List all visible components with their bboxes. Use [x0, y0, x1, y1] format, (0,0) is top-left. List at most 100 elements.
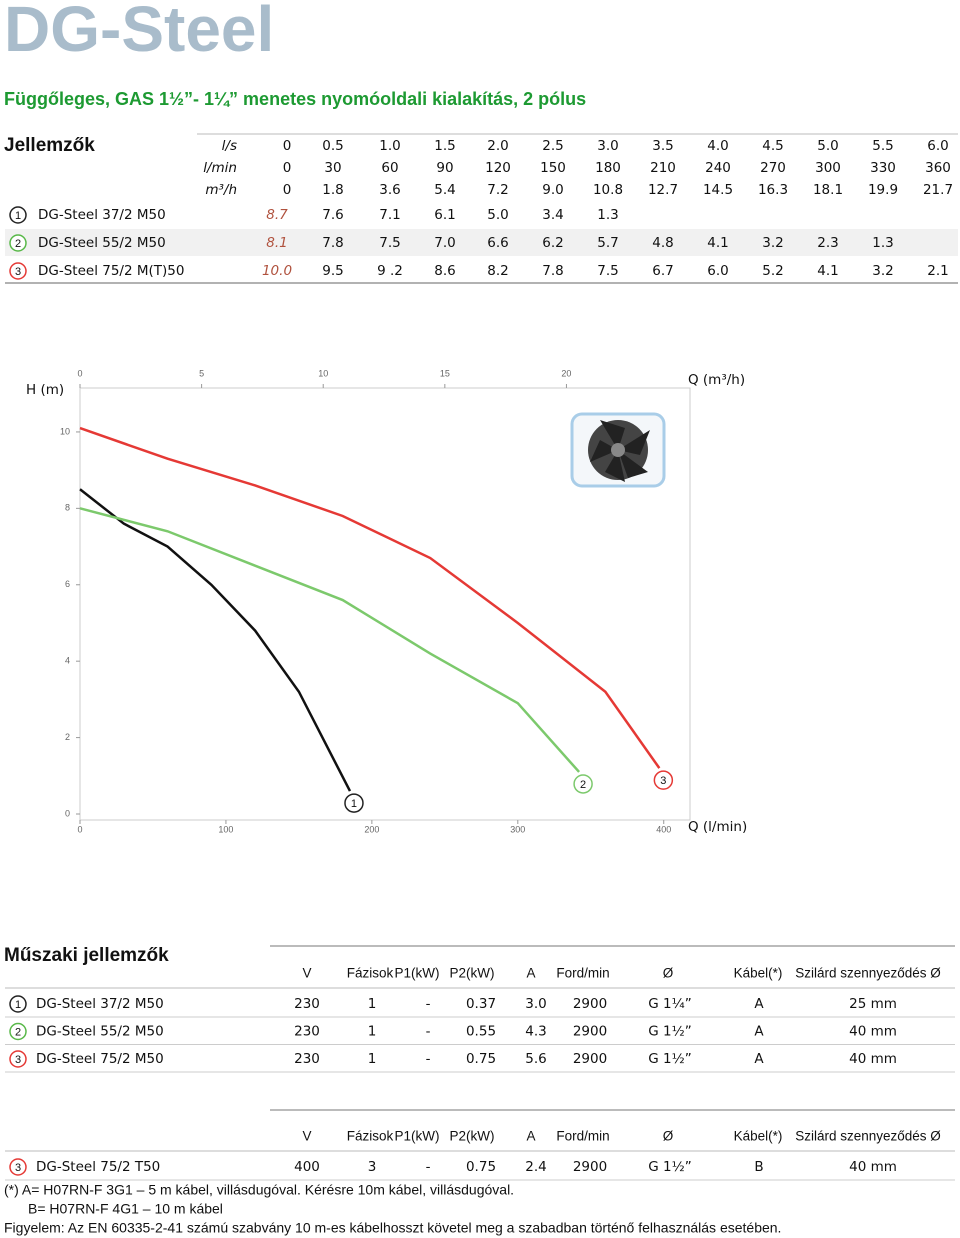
cell: G 1½”: [648, 1159, 691, 1175]
cell: G 1¼”: [648, 996, 691, 1012]
unit-label: l/s: [222, 138, 237, 154]
x-tick-label: 300: [510, 824, 525, 834]
x2-axis-label: Q (m³/h): [688, 372, 745, 388]
cell: 10.0: [262, 263, 292, 279]
header-value: 300: [815, 160, 841, 176]
header-value: 5.4: [434, 182, 455, 198]
header-value: 16.3: [758, 182, 788, 198]
y-tick-label: 0: [65, 808, 70, 818]
badge-label: 3: [15, 266, 21, 278]
cell: 1.3: [597, 207, 618, 223]
header-value: 240: [705, 160, 731, 176]
cell: A: [754, 1024, 764, 1040]
subtitle: Függőleges, GAS 1½”- 1¼” menetes nyomóol…: [4, 89, 586, 109]
table-title: Jellemzők: [4, 135, 95, 156]
header-value: 3.5: [652, 138, 673, 154]
cell: 3.2: [872, 263, 893, 279]
title: DG-Steel: [4, 0, 274, 65]
x2-tick-label: 0: [77, 368, 82, 378]
column-header: Fázisok: [347, 966, 394, 981]
column-header: P2(kW): [450, 966, 495, 981]
number-badge: [9, 1022, 27, 1041]
cell: G 1½”: [648, 1051, 691, 1067]
badge-label: 2: [15, 1026, 21, 1038]
cell: 6.1: [434, 207, 455, 223]
plot-frame: [79, 387, 691, 821]
cell: 4.8: [652, 235, 673, 251]
table-title: Műszaki jellemzők: [4, 945, 169, 966]
header-value: 12.7: [648, 182, 678, 198]
cell: 0.55: [466, 1024, 496, 1040]
cell: 6.6: [487, 235, 508, 251]
cell: 5.2: [762, 263, 783, 279]
row-name: DG-Steel 55/2 M50: [36, 1024, 164, 1040]
x2-tick-label: 20: [561, 368, 571, 378]
cell: 0.37: [466, 996, 496, 1012]
cell: 5.7: [597, 235, 618, 251]
header-value: 0: [283, 182, 292, 198]
header-value: 5.5: [872, 138, 893, 154]
cell: 230: [294, 996, 320, 1012]
footnote: Figyelem: Az EN 60335-2-41 számú szabván…: [4, 1220, 781, 1236]
header-value: 1.0: [379, 138, 400, 154]
cell: 40 mm: [849, 1159, 897, 1175]
column-header: Kábel(*): [734, 1129, 783, 1144]
column-header: Szilárd szennyeződés Ø: [795, 966, 941, 981]
column-header: Ø: [663, 966, 674, 981]
number-badge: [9, 206, 27, 224]
y-tick-label: 2: [65, 732, 70, 742]
header-value: 21.7: [923, 182, 953, 198]
cell: 2900: [573, 996, 607, 1012]
curve-marker-label: 1: [351, 798, 357, 810]
header-value: 1.8: [322, 182, 343, 198]
x2-tick-label: 15: [440, 368, 450, 378]
header-value: 19.9: [868, 182, 898, 198]
cell: -: [426, 1159, 431, 1175]
x-tick-label: 100: [218, 824, 233, 834]
header-value: 3.0: [597, 138, 618, 154]
column-header: Szilárd szennyeződés Ø: [795, 1129, 941, 1144]
cell: 2900: [573, 1159, 607, 1175]
cell: 40 mm: [849, 1051, 897, 1067]
header-value: 0.5: [322, 138, 343, 154]
column-header: A: [526, 966, 535, 981]
footnote: (*) A= H07RN-F 3G1 – 5 m kábel, villásdu…: [4, 1182, 514, 1198]
curve-marker: [573, 774, 593, 794]
header-value: 5.0: [817, 138, 838, 154]
row-name: DG-Steel 37/2 M50: [36, 996, 164, 1012]
number-badge: [9, 1050, 27, 1068]
cell: 4.3: [525, 1024, 546, 1040]
pump-curve: [79, 507, 581, 773]
cell: 9 .2: [377, 263, 403, 279]
y-axis-label: H (m): [26, 382, 64, 398]
cell: 6.0: [707, 263, 728, 279]
badge-label: 1: [15, 210, 21, 222]
unit-label: m³/h: [205, 182, 237, 198]
header-value: 4.0: [707, 138, 728, 154]
footnote: B= H07RN-F 4G1 – 10 m kábel: [28, 1201, 223, 1217]
cell: 230: [294, 1051, 320, 1067]
cell: 400: [294, 1159, 320, 1175]
header-value: 10.8: [593, 182, 623, 198]
x-tick-label: 200: [364, 824, 379, 834]
curve-marker-label: 3: [660, 775, 666, 787]
number-badge: [9, 1158, 27, 1176]
cell: -: [426, 1024, 431, 1040]
cell: 6.7: [652, 263, 673, 279]
header-value: 7.2: [487, 182, 508, 198]
cell: 3.4: [542, 207, 563, 223]
cell: 6.2: [542, 235, 563, 251]
cell: A: [754, 996, 764, 1012]
row-name: DG-Steel 75/2 T50: [36, 1159, 160, 1175]
cell: 3.0: [525, 996, 546, 1012]
cell: 1: [368, 1051, 377, 1067]
cell: 1: [368, 996, 377, 1012]
cell: 1: [368, 1024, 377, 1040]
header-value: 270: [760, 160, 786, 176]
header-value: 3.6: [379, 182, 400, 198]
column-header: V: [302, 1129, 311, 1144]
cell: 5.0: [487, 207, 508, 223]
x2-tick-label: 5: [199, 368, 204, 378]
cell: -: [426, 996, 431, 1012]
